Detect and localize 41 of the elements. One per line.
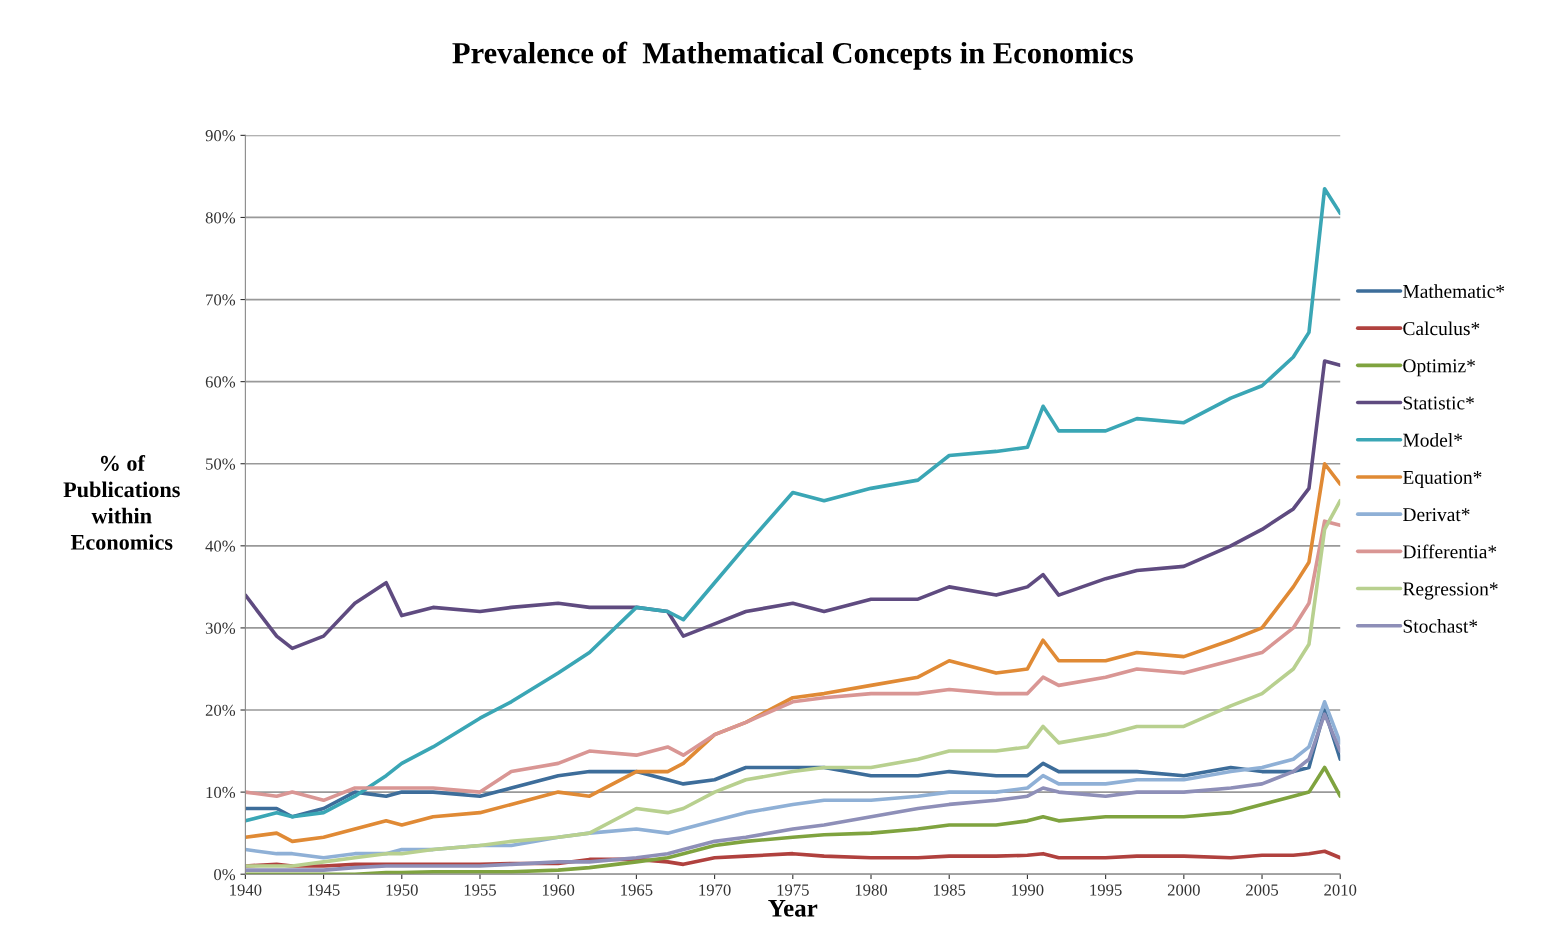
legend-label: Derivat* <box>1403 508 1470 522</box>
y-tick-label: 80% <box>205 212 236 224</box>
y-tick-label: 30% <box>205 622 236 634</box>
x-tick-label: 2000 <box>1167 884 1200 896</box>
x-tick-label: 1995 <box>1090 884 1122 896</box>
legend-label: Model* <box>1403 433 1463 447</box>
x-tick-label: 1975 <box>777 884 809 896</box>
legend-label: Statistic* <box>1403 396 1474 410</box>
line-series <box>245 359 1341 651</box>
legend-label: Stochast* <box>1403 619 1478 633</box>
x-tick-label: 1955 <box>464 884 496 896</box>
x-tick-label: 1945 <box>308 884 340 896</box>
line-series <box>245 186 1341 823</box>
y-tick-label: 20% <box>205 704 236 717</box>
legend-label: Differentia* <box>1403 544 1497 559</box>
y-axis-title: % of Publications within Economics <box>63 455 180 550</box>
x-tick-label: 1985 <box>934 884 966 896</box>
x-tick-label: 1990 <box>1012 884 1044 896</box>
legend-label: Calculus* <box>1403 321 1480 336</box>
y-tick-label: 0% <box>214 868 236 881</box>
x-tick-label: 1940 <box>230 884 262 896</box>
x-tick-label: 1970 <box>699 884 731 896</box>
line-series <box>245 519 1341 803</box>
y-tick-label: 50% <box>206 458 236 470</box>
y-tick-label: 90% <box>205 130 236 142</box>
legend-label: Equation* <box>1403 470 1482 488</box>
x-axis-title: Year <box>768 900 818 917</box>
x-tick-label: 1965 <box>621 884 653 896</box>
y-tick-label: 70% <box>206 294 236 306</box>
y-tick-label: 40% <box>205 540 236 552</box>
x-tick-label: 2005 <box>1246 884 1279 896</box>
legend-label: Optimiz* <box>1403 359 1475 377</box>
y-tick-label: 10% <box>206 786 236 799</box>
legend-label: Mathematic* <box>1403 284 1505 298</box>
x-tick-label: 1950 <box>386 884 418 896</box>
x-tick-label: 1960 <box>542 884 575 896</box>
x-tick-label: 2010 <box>1324 884 1357 896</box>
legend-label: Regression* <box>1403 582 1498 600</box>
chart-title: Prevalence of Mathematical Concepts in Economics <box>452 41 1133 70</box>
x-tick-label: 1980 <box>855 884 888 896</box>
y-tick-label: 60% <box>205 376 236 388</box>
